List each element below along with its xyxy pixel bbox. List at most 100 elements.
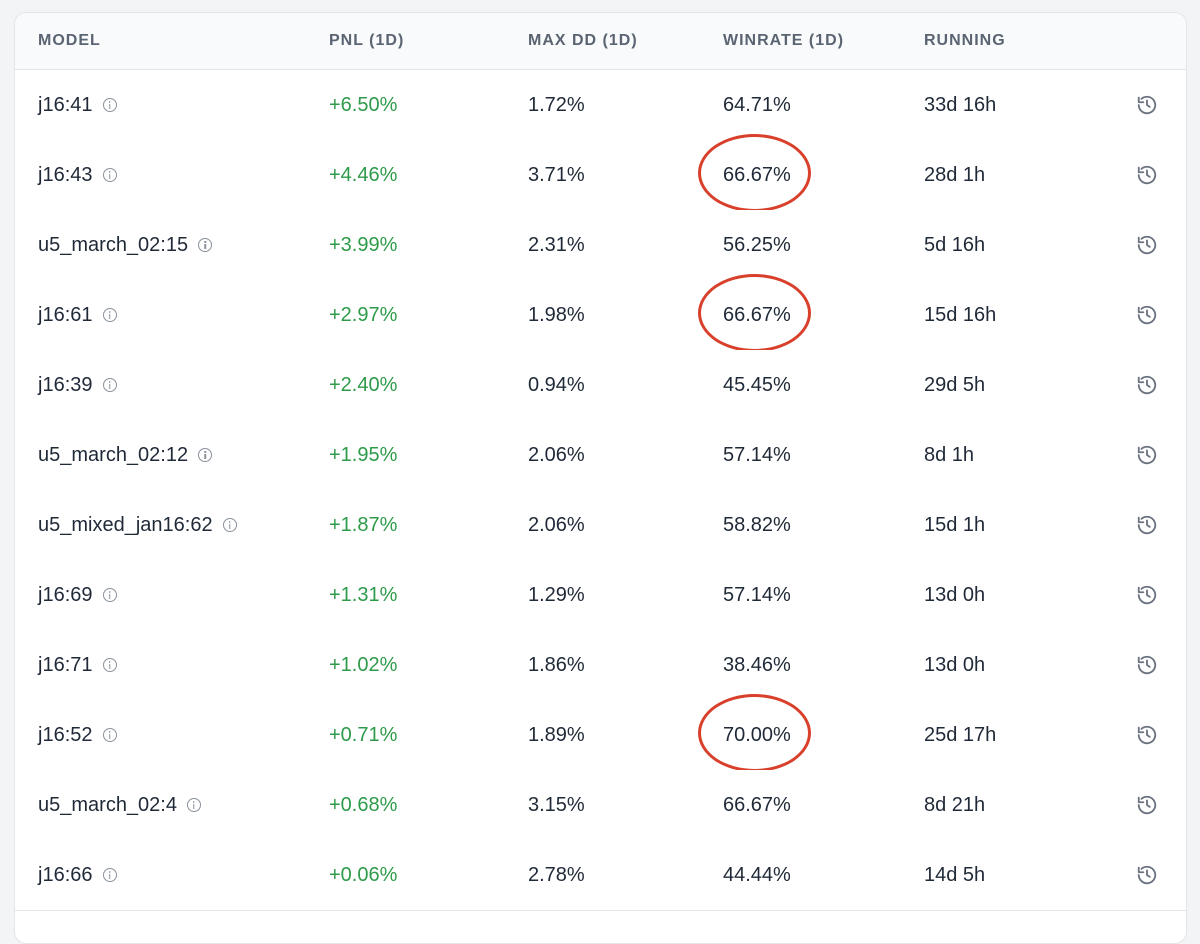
table-row[interactable]: u5_march_02:12 +1.95% 2.06% 57.14% 8d 1h bbox=[15, 420, 1186, 491]
pnl-value: +0.06% bbox=[329, 864, 398, 886]
history-icon[interactable] bbox=[1135, 350, 1159, 420]
pnl-value: +0.71% bbox=[329, 724, 398, 746]
max-dd-value: 0.94% bbox=[528, 374, 585, 396]
model-cell: u5_march_02:15 bbox=[38, 210, 213, 280]
winrate-value: 66.67% bbox=[723, 164, 791, 186]
table-row[interactable]: j16:41 +6.50% 1.72% 64.71% 33d 16h bbox=[15, 70, 1186, 141]
max-dd-value: 2.31% bbox=[528, 234, 585, 256]
table-row[interactable]: u5_march_02:15 +3.99% 2.31% 56.25% 5d 16h bbox=[15, 210, 1186, 281]
history-icon[interactable] bbox=[1135, 490, 1159, 560]
model-name: j16:52 bbox=[38, 724, 93, 746]
model-cell: j16:61 bbox=[38, 280, 117, 350]
max-dd-value: 2.06% bbox=[528, 444, 585, 466]
info-icon[interactable] bbox=[102, 308, 117, 322]
max-dd-value: 2.06% bbox=[528, 514, 585, 536]
history-icon[interactable] bbox=[1135, 630, 1159, 700]
pnl-value: +1.87% bbox=[329, 514, 398, 536]
winrate-value: 57.14% bbox=[723, 444, 791, 466]
winrate-value: 57.14% bbox=[723, 584, 791, 606]
winrate-value: 38.46% bbox=[723, 654, 791, 676]
info-icon[interactable] bbox=[186, 798, 201, 812]
running-value: 13d 0h bbox=[924, 654, 986, 676]
table-row[interactable]: j16:71 +1.02% 1.86% 38.46% 13d 0h bbox=[15, 630, 1186, 701]
table-row[interactable]: j16:69 +1.31% 1.29% 57.14% 13d 0h bbox=[15, 560, 1186, 631]
info-icon[interactable] bbox=[102, 658, 117, 672]
history-icon[interactable] bbox=[1135, 770, 1159, 840]
column-header-running[interactable]: RUNNING bbox=[924, 32, 1006, 49]
max-dd-value: 1.89% bbox=[528, 724, 585, 746]
max-dd-value: 2.78% bbox=[528, 864, 585, 886]
info-icon[interactable] bbox=[102, 728, 117, 742]
model-name: j16:43 bbox=[38, 164, 93, 186]
history-icon[interactable] bbox=[1135, 560, 1159, 630]
model-name: u5_march_02:12 bbox=[38, 444, 189, 466]
column-header-max-dd[interactable]: MAX DD (1D) bbox=[528, 32, 638, 49]
table-row[interactable]: j16:66 +0.06% 2.78% 44.44% 14d 5h bbox=[15, 840, 1186, 911]
history-icon[interactable] bbox=[1135, 700, 1159, 770]
info-icon[interactable] bbox=[198, 448, 213, 462]
max-dd-value: 1.29% bbox=[528, 584, 585, 606]
running-value: 25d 17h bbox=[924, 724, 997, 746]
history-icon[interactable] bbox=[1135, 280, 1159, 350]
max-dd-value: 3.15% bbox=[528, 794, 585, 816]
running-value: 8d 1h bbox=[924, 444, 975, 466]
model-cell: j16:66 bbox=[38, 840, 117, 910]
info-icon[interactable] bbox=[102, 588, 117, 602]
running-value: 15d 1h bbox=[924, 514, 986, 536]
max-dd-value: 1.72% bbox=[528, 94, 585, 116]
model-cell: u5_march_02:12 bbox=[38, 420, 213, 490]
running-value: 14d 5h bbox=[924, 864, 986, 886]
model-name: j16:66 bbox=[38, 864, 93, 886]
model-name: u5_march_02:4 bbox=[38, 794, 177, 816]
table-row[interactable]: j16:52 +0.71% 1.89% 70.00% 25d 17h bbox=[15, 694, 1186, 772]
pnl-value: +3.99% bbox=[329, 234, 398, 256]
column-header-model[interactable]: MODEL bbox=[38, 32, 101, 49]
history-icon[interactable] bbox=[1135, 210, 1159, 280]
history-icon[interactable] bbox=[1135, 70, 1159, 140]
history-icon[interactable] bbox=[1135, 140, 1159, 210]
winrate-value: 58.82% bbox=[723, 514, 791, 536]
table-row[interactable]: u5_march_02:4 +0.68% 3.15% 66.67% 8d 21h bbox=[15, 770, 1186, 841]
pnl-value: +1.31% bbox=[329, 584, 398, 606]
model-name: j16:39 bbox=[38, 374, 93, 396]
pnl-value: +4.46% bbox=[329, 164, 398, 186]
model-cell: j16:71 bbox=[38, 630, 117, 700]
column-header-pnl[interactable]: PNL (1D) bbox=[329, 32, 405, 49]
winrate-value: 64.71% bbox=[723, 94, 791, 116]
max-dd-value: 1.98% bbox=[528, 304, 585, 326]
table-row[interactable]: j16:43 +4.46% 3.71% 66.67% 28d 1h bbox=[15, 134, 1186, 212]
column-header-winrate[interactable]: WINRATE (1D) bbox=[723, 32, 845, 49]
pnl-value: +1.95% bbox=[329, 444, 398, 466]
pnl-value: +6.50% bbox=[329, 94, 398, 116]
max-dd-value: 1.86% bbox=[528, 654, 585, 676]
info-icon[interactable] bbox=[102, 168, 117, 182]
model-cell: u5_march_02:4 bbox=[38, 770, 201, 840]
info-icon[interactable] bbox=[222, 518, 237, 532]
history-icon[interactable] bbox=[1135, 420, 1159, 490]
pnl-value: +2.97% bbox=[329, 304, 398, 326]
models-table: MODEL PNL (1D) MAX DD (1D) WINRATE (1D) … bbox=[14, 12, 1187, 944]
model-name: j16:71 bbox=[38, 654, 93, 676]
table-row[interactable]: u5_mixed_jan16:62 +1.87% 2.06% 58.82% 15d 1h bbox=[15, 490, 1186, 561]
table-header: MODEL PNL (1D) MAX DD (1D) WINRATE (1D) … bbox=[15, 13, 1186, 70]
info-icon[interactable] bbox=[102, 868, 117, 882]
running-value: 5d 16h bbox=[924, 234, 986, 256]
model-name: u5_mixed_jan16:62 bbox=[38, 514, 213, 536]
table-row[interactable]: j16:39 +2.40% 0.94% 45.45% 29d 5h bbox=[15, 350, 1186, 421]
table-row[interactable]: j16:61 +2.97% 1.98% 66.67% 15d 16h bbox=[15, 274, 1186, 352]
running-value: 28d 1h bbox=[924, 164, 986, 186]
winrate-value: 66.67% bbox=[723, 794, 791, 816]
pnl-value: +2.40% bbox=[329, 374, 398, 396]
info-icon[interactable] bbox=[102, 378, 117, 392]
info-icon[interactable] bbox=[198, 238, 213, 252]
history-icon[interactable] bbox=[1135, 840, 1159, 910]
running-value: 8d 21h bbox=[924, 794, 986, 816]
running-value: 33d 16h bbox=[924, 94, 997, 116]
winrate-value: 66.67% bbox=[723, 304, 791, 326]
model-name: j16:61 bbox=[38, 304, 93, 326]
model-name: j16:69 bbox=[38, 584, 93, 606]
info-icon[interactable] bbox=[102, 98, 117, 112]
winrate-value: 70.00% bbox=[723, 724, 791, 746]
winrate-value: 45.45% bbox=[723, 374, 791, 396]
running-value: 13d 0h bbox=[924, 584, 986, 606]
